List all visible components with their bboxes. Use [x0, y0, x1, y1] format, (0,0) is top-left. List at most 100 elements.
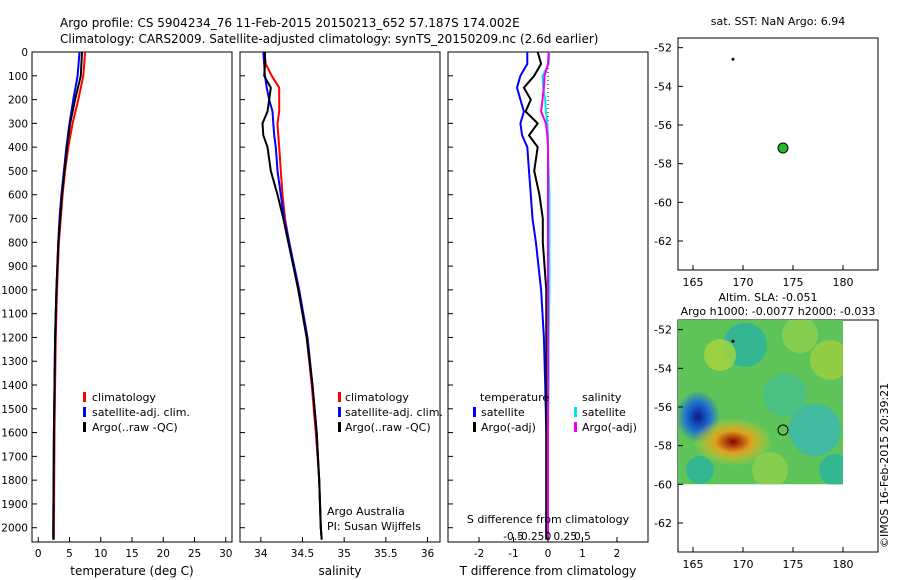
depth-tick-label: 1400	[1, 380, 28, 392]
salinity-legend: climatology satellite-adj. clim. Argo(..…	[338, 391, 443, 434]
sla-patch	[752, 452, 788, 485]
depth-tick-label: 200	[8, 95, 28, 107]
sla-high-anomaly	[693, 417, 773, 466]
legend-t-satellite: satellite	[481, 406, 525, 419]
y-tick-label: -62	[654, 517, 672, 530]
x-tick-label: 0	[545, 548, 552, 560]
depth-axis: 0 100 200 300 400 500 600 700 800 900 1000 1100 1200…	[1, 47, 453, 535]
x-tick-label: 180	[833, 276, 854, 289]
depth-tick-label: 400	[8, 142, 28, 154]
depth-tick-label: 1300	[1, 356, 28, 368]
x-tick-label: -1	[508, 548, 518, 560]
x-tick-label: 35	[337, 548, 350, 560]
sst-map: 165 170 175 180 -52 -54 -56 -58 -60 -62	[654, 42, 853, 289]
salinity-plot: 34 34.5 35 35.5 36	[254, 51, 435, 560]
temperature-panel	[31, 51, 233, 543]
x-tick-label: -2	[474, 548, 484, 560]
legend-climatology: climatology	[345, 391, 409, 404]
x-tick-label: 1	[579, 548, 586, 560]
previous-position-dot	[731, 57, 735, 61]
legend-s-argo-swatch	[574, 422, 577, 432]
sla-patch	[789, 404, 841, 456]
legend-s-satellite-swatch	[574, 407, 577, 417]
depth-tick-label: 300	[8, 118, 28, 130]
legend-satellite: satellite-adj. clim.	[345, 406, 443, 419]
x-tick-label: 5	[66, 548, 73, 560]
s-difference-label: S difference from climatology	[467, 513, 630, 526]
y-tick-label: -62	[654, 235, 672, 248]
depth-tick-label: 1600	[1, 428, 28, 440]
y-tick-label: -58	[654, 440, 672, 453]
x-tick-label: 170	[733, 276, 754, 289]
x-tick-label: 34	[254, 548, 268, 560]
sla-patch	[686, 456, 714, 484]
legend-t-argo-swatch	[473, 422, 476, 432]
difference-plot: -2 -1 0 1 2 -0.5-0.25 0 0.250.5	[474, 51, 621, 560]
x-tick-label: 180	[833, 558, 854, 571]
depth-tick-label: 1500	[1, 404, 28, 416]
y-tick-label: -56	[654, 401, 672, 414]
x-tick-label: 36	[421, 548, 435, 560]
sst-map-title: sat. SST: NaN Argo: 6.94	[711, 15, 845, 28]
y-tick-label: -56	[654, 119, 672, 132]
x-tick-label: 20	[157, 548, 170, 560]
x-tick-label: 170	[733, 558, 754, 571]
y-tick-label: -58	[654, 158, 672, 171]
y-tick-label: -52	[654, 42, 672, 55]
x-tick-label: 0	[35, 548, 42, 560]
x-tick-label: 34.5	[291, 548, 314, 560]
depth-tick-label: 2000	[1, 523, 28, 535]
depth-tick-label: 800	[8, 237, 28, 249]
legend-t-satellite-swatch	[473, 407, 476, 417]
depth-tick-label: 1900	[1, 499, 28, 511]
figure-title-line1: Argo profile: CS 5904234_76 11-Feb-2015 …	[60, 16, 520, 30]
argo-australia-note: Argo Australia	[327, 505, 405, 518]
depth-tick-label: 500	[8, 166, 28, 178]
legend-argo: Argo(..raw -QC)	[92, 421, 178, 434]
y-tick-label: -54	[654, 80, 672, 93]
x-tick-label: 2	[614, 548, 621, 560]
top-tick-label: 0	[545, 531, 552, 543]
series-line	[52, 51, 83, 540]
y-tick-label: -60	[654, 478, 672, 491]
series-line	[261, 52, 323, 540]
legend-temperature-header: temperature	[480, 391, 549, 404]
depth-tick-label: 1700	[1, 451, 28, 463]
top-tick-label: 0.25	[554, 531, 577, 543]
imos-timestamp: ©IMOS 16-Feb-2015 20:39:21	[878, 383, 891, 548]
x-tick-label: 35.5	[374, 548, 397, 560]
depth-tick-label: 1200	[1, 332, 28, 344]
t-difference-xlabel: T difference from climatology	[459, 564, 637, 578]
temperature-legend: climatology satellite-adj. clim. Argo(..…	[83, 391, 190, 434]
legend-satellite: satellite-adj. clim.	[92, 406, 190, 419]
temperature-plot: 0 5 10 15 20 25 30	[35, 51, 232, 560]
sst-map-panel	[677, 37, 879, 271]
sla-patch	[782, 320, 818, 353]
temperature-xlabel: temperature (deg C)	[70, 564, 193, 578]
legend-argo-swatch	[83, 422, 86, 432]
depth-tick-label: 1100	[1, 309, 28, 321]
legend-s-argo: Argo(-adj)	[582, 421, 637, 434]
x-tick-label: 10	[94, 548, 107, 560]
top-tick-label: -0.5	[503, 531, 524, 543]
legend-climatology-swatch	[338, 392, 341, 402]
depth-tick-label: 100	[8, 71, 28, 83]
top-tick-label: -0.25	[517, 531, 544, 543]
legend-satellite-swatch	[338, 407, 341, 417]
x-tick-label: 15	[125, 548, 138, 560]
previous-position-dot	[731, 339, 735, 343]
sla-patch	[763, 373, 807, 417]
sla-patch	[819, 454, 843, 485]
legend-climatology: climatology	[92, 391, 156, 404]
figure-title-line2: Climatology: CARS2009. Satellite-adjuste…	[60, 32, 598, 46]
salinity-panel	[239, 51, 441, 543]
series-line	[540, 51, 550, 540]
x-tick-label: 175	[783, 558, 804, 571]
x-tick-label: 175	[783, 276, 804, 289]
altimetry-map: 165 170 175 180 -52 -54 -56 -58 -60 -62	[654, 320, 854, 571]
depth-tick-label: 1800	[1, 475, 28, 487]
float-position-marker	[777, 142, 789, 154]
legend-argo-swatch	[338, 422, 341, 432]
series-line	[522, 51, 548, 540]
